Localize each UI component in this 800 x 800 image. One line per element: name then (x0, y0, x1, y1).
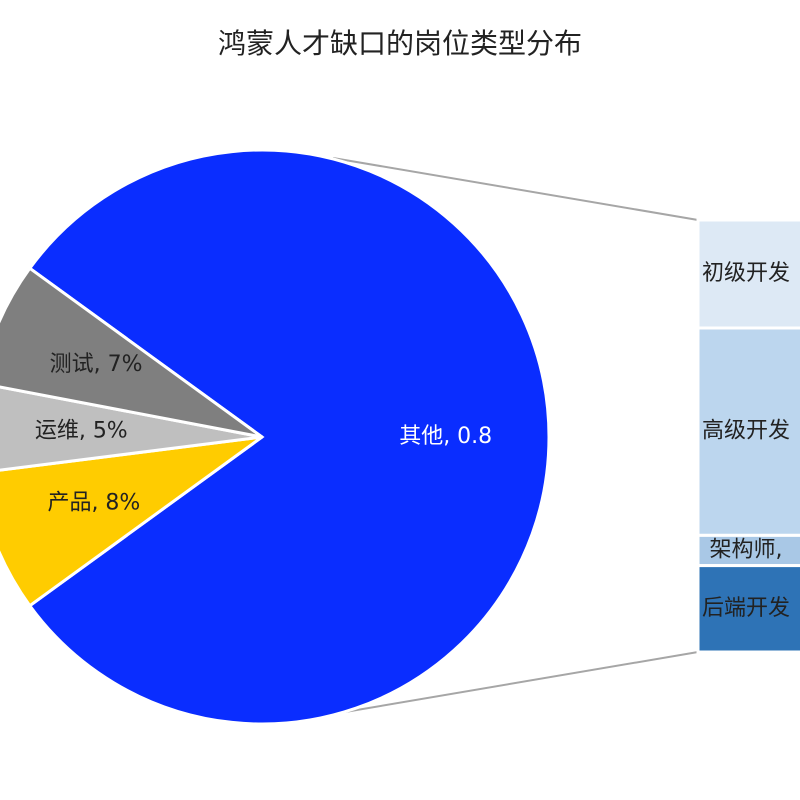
bar-segment-后端开发 (696, 564, 800, 654)
pie-slice-运维 (0, 385, 263, 472)
pie-label-产品: 产品, 8% (47, 491, 140, 516)
bar-label-初级开发: 初级开发 (702, 261, 790, 286)
connector-line-top (332, 157, 699, 221)
connector-line-bottom (344, 651, 699, 713)
bar-label-架构师: 架构师, (710, 537, 783, 562)
bar-label-后端开发: 后端开发 (702, 596, 790, 621)
pie-label-测试: 测试, 7% (50, 352, 143, 377)
pie-slice-产品 (0, 435, 263, 608)
pie-slice-测试 (0, 266, 263, 439)
connector-lines (332, 157, 699, 713)
bar-segment-初级开发 (696, 218, 800, 330)
chart-title: 鸿蒙人才缺口的岗位类型分布 (217, 27, 582, 60)
pie-label-其他: 其他, 0.8 (399, 424, 492, 449)
pie-slice-其他 (27, 148, 551, 726)
pie-label-运维: 运维, 5% (35, 418, 128, 443)
bar-segment-高级开发 (696, 326, 800, 537)
bar-label-高级开发: 高级开发 (702, 419, 790, 444)
pie: 其他, 0.8 产品, 8% 运维, 5% 测试, 7% (0, 148, 551, 726)
bar-segment-架构师 (696, 533, 800, 568)
